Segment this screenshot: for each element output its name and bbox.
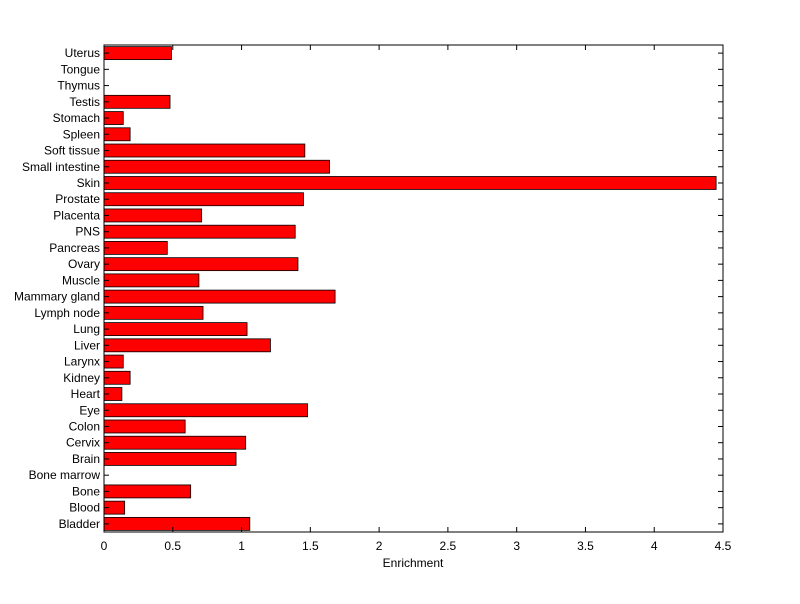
x-axis-label: Enrichment — [383, 556, 444, 570]
bar-liver — [103, 338, 271, 353]
bar-cervix — [103, 435, 247, 450]
y-tick-label: Skin — [77, 176, 100, 190]
bar-lymph-node — [103, 305, 204, 320]
y-tick-label: Prostate — [55, 192, 100, 206]
y-tick-label: Lymph node — [34, 306, 100, 320]
y-tick-label: Bladder — [59, 517, 100, 531]
bar-eye — [103, 403, 308, 418]
bar-pns — [103, 224, 296, 239]
y-tick-label: Mammary gland — [14, 290, 100, 304]
y-tick-label: Lung — [73, 322, 100, 336]
y-tick-label: Cervix — [66, 436, 100, 450]
bar-lung — [103, 322, 248, 336]
bar-pancreas — [103, 241, 168, 255]
x-tick-label: 1.5 — [302, 539, 319, 553]
bar-placenta — [103, 208, 203, 223]
bar-skin — [103, 176, 717, 190]
y-tick-label: Soft tissue — [44, 144, 100, 158]
bar-ovary — [103, 257, 299, 272]
x-tick-label: 3 — [513, 539, 520, 553]
x-tick-label: 3.5 — [577, 539, 594, 553]
x-tick-label: 2.5 — [440, 539, 457, 553]
y-tick-label: Thymus — [57, 79, 100, 93]
y-tick-label: Placenta — [53, 208, 100, 222]
bars-layer — [103, 46, 717, 531]
x-tick-label: 4 — [651, 539, 658, 553]
bar-bone — [103, 484, 192, 499]
y-tick-label: Kidney — [63, 371, 100, 385]
y-tick-label: Uterus — [65, 46, 100, 60]
y-tick-label: Spleen — [63, 127, 100, 141]
x-tick-label: 1 — [238, 539, 245, 553]
y-tick-label: Tongue — [61, 62, 101, 76]
x-tick-label: 2 — [376, 539, 383, 553]
bar-brain — [103, 452, 237, 466]
plot-area-frame — [103, 44, 724, 533]
y-tick-label: Colon — [69, 419, 100, 433]
y-tick-label: Pancreas — [49, 241, 100, 255]
y-tick-label: Bone marrow — [29, 468, 101, 482]
y-tick-label: Liver — [74, 338, 100, 352]
bar-soft-tissue — [103, 143, 306, 158]
bar-small-intestine — [103, 159, 330, 174]
bar-uterus — [103, 46, 172, 61]
bar-mammary-gland — [103, 289, 336, 304]
y-tick-label: Bone — [72, 484, 100, 498]
y-tick-label: Ovary — [68, 257, 100, 271]
y-tick-label: Stomach — [53, 111, 100, 125]
bar-muscle — [103, 273, 200, 288]
bar-testis — [103, 94, 171, 109]
bar-colon — [103, 419, 186, 434]
bar-prostate — [103, 192, 304, 207]
y-tick-label: Small intestine — [22, 160, 100, 174]
y-tick-label: Larynx — [64, 355, 100, 369]
x-tick-label: 4.5 — [715, 539, 732, 553]
y-tick-label: Blood — [69, 501, 100, 515]
x-tick-label: 0 — [101, 539, 108, 553]
y-tick-label: Muscle — [62, 273, 100, 287]
labels-layer: Bladder Blood Bone Bone marrow Brain Cervix Co… — [14, 46, 732, 553]
y-tick-label: Testis — [69, 95, 100, 109]
ticks-layer — [103, 45, 724, 532]
y-tick-label: PNS — [75, 225, 100, 239]
bar-bladder — [103, 516, 251, 531]
x-tick-label: 0.5 — [164, 539, 181, 553]
y-tick-label: Eye — [79, 403, 100, 417]
y-tick-label: Heart — [71, 387, 101, 401]
y-tick-label: Brain — [72, 452, 100, 466]
